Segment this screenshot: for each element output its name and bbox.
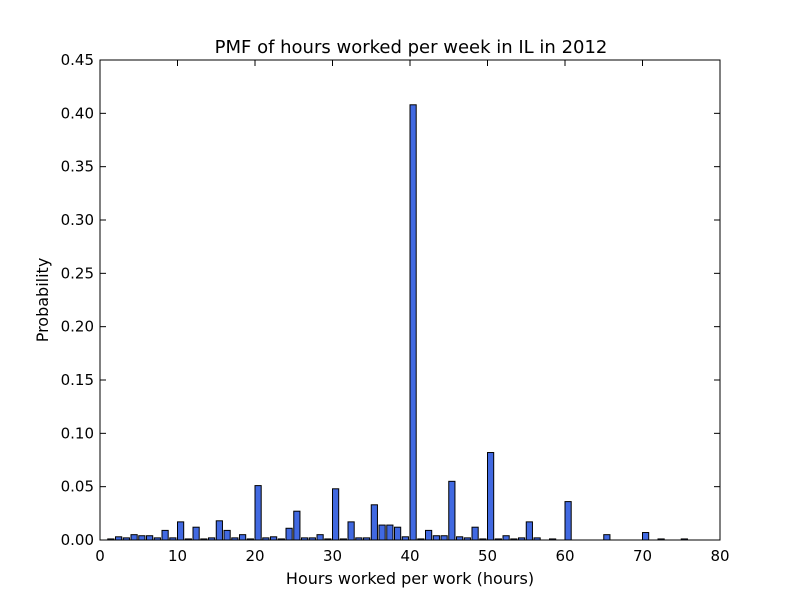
bar — [138, 535, 146, 541]
y-tick-label: 0.40 — [61, 104, 94, 122]
bar — [642, 532, 650, 541]
y-axis-label: Probability — [33, 258, 52, 343]
bar — [223, 529, 231, 541]
x-axis-label: Hours worked per work (hours) — [286, 569, 534, 588]
x-tick-label: 0 — [95, 547, 105, 565]
x-axis-ticks: 0 10 20 30 40 50 60 70 80 — [95, 60, 730, 565]
x-tick-label: 30 — [323, 547, 342, 565]
chart-title: PMF of hours worked per week in IL in 20… — [215, 37, 608, 58]
y-tick-label: 0.20 — [61, 318, 94, 336]
bar — [502, 535, 510, 541]
bar — [487, 452, 495, 541]
bar — [448, 480, 456, 541]
bar — [130, 534, 138, 541]
bar — [239, 534, 247, 541]
bar — [192, 526, 200, 541]
bar — [432, 535, 440, 541]
y-axis-ticks: 0.00 0.05 0.10 0.15 0.20 0.25 0.30 0.35 0.40 0.45 — [61, 51, 720, 549]
bar — [285, 527, 293, 541]
bar — [409, 104, 417, 541]
x-tick-label: 40 — [400, 547, 419, 565]
bar — [440, 535, 448, 541]
y-tick-label: 0.15 — [61, 371, 94, 389]
bar — [347, 521, 355, 541]
x-tick-label: 10 — [168, 547, 187, 565]
bar — [161, 529, 169, 541]
bar — [177, 521, 185, 541]
y-tick-label: 0.10 — [61, 424, 94, 442]
bar — [525, 521, 533, 541]
bar — [603, 534, 611, 541]
y-tick-label: 0.45 — [61, 51, 94, 69]
y-tick-label: 0.05 — [61, 478, 94, 496]
bar — [370, 504, 378, 541]
y-tick-label: 0.30 — [61, 211, 94, 229]
x-tick-label: 20 — [245, 547, 264, 565]
bar — [316, 534, 324, 541]
bar — [215, 520, 223, 541]
bar — [378, 524, 386, 541]
bar — [564, 501, 572, 541]
bar — [293, 510, 301, 541]
x-tick-label: 80 — [710, 547, 729, 565]
bar — [471, 526, 479, 541]
bar — [386, 524, 394, 541]
y-tick-label: 0.35 — [61, 158, 94, 176]
y-tick-label: 0.25 — [61, 264, 94, 282]
bar — [394, 526, 402, 541]
y-tick-label: 0.00 — [61, 531, 94, 549]
bars-group — [107, 104, 688, 541]
bar — [146, 535, 154, 541]
x-tick-label: 60 — [555, 547, 574, 565]
x-tick-label: 50 — [478, 547, 497, 565]
bar — [425, 529, 433, 541]
bar — [254, 485, 262, 541]
bar — [332, 488, 340, 541]
x-tick-label: 70 — [633, 547, 652, 565]
